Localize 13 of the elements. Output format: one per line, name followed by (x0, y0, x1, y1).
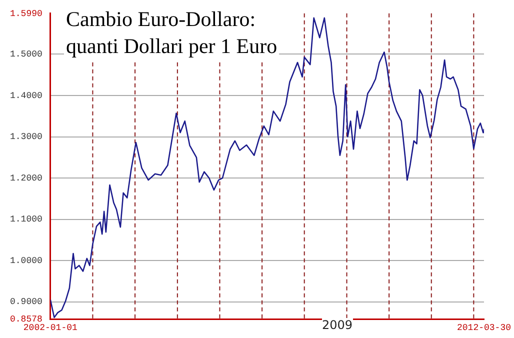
annotation: 2009 (322, 318, 353, 332)
y-tick-label: 1.1000 (10, 214, 42, 225)
x-tick-label: 2012-03-30 (456, 322, 512, 333)
y-tick-label: 1.3000 (10, 132, 42, 142)
y-tick-label: 1.5000 (10, 50, 42, 60)
chart-title: Cambio Euro-Dollaro: quanti Dollari per 1 Euro (64, 6, 280, 60)
y-tick-label: 1.5990 (10, 8, 42, 19)
x-tick-label: 2002-01-01 (23, 322, 78, 333)
y-tick-label: 1.0000 (10, 256, 42, 266)
y-tick-label: 0.8578 (10, 314, 42, 325)
y-tick-label: 1.2000 (10, 173, 42, 184)
y-tick-label: 0.9000 (10, 297, 42, 308)
y-tick-label: 1.4000 (10, 90, 42, 101)
